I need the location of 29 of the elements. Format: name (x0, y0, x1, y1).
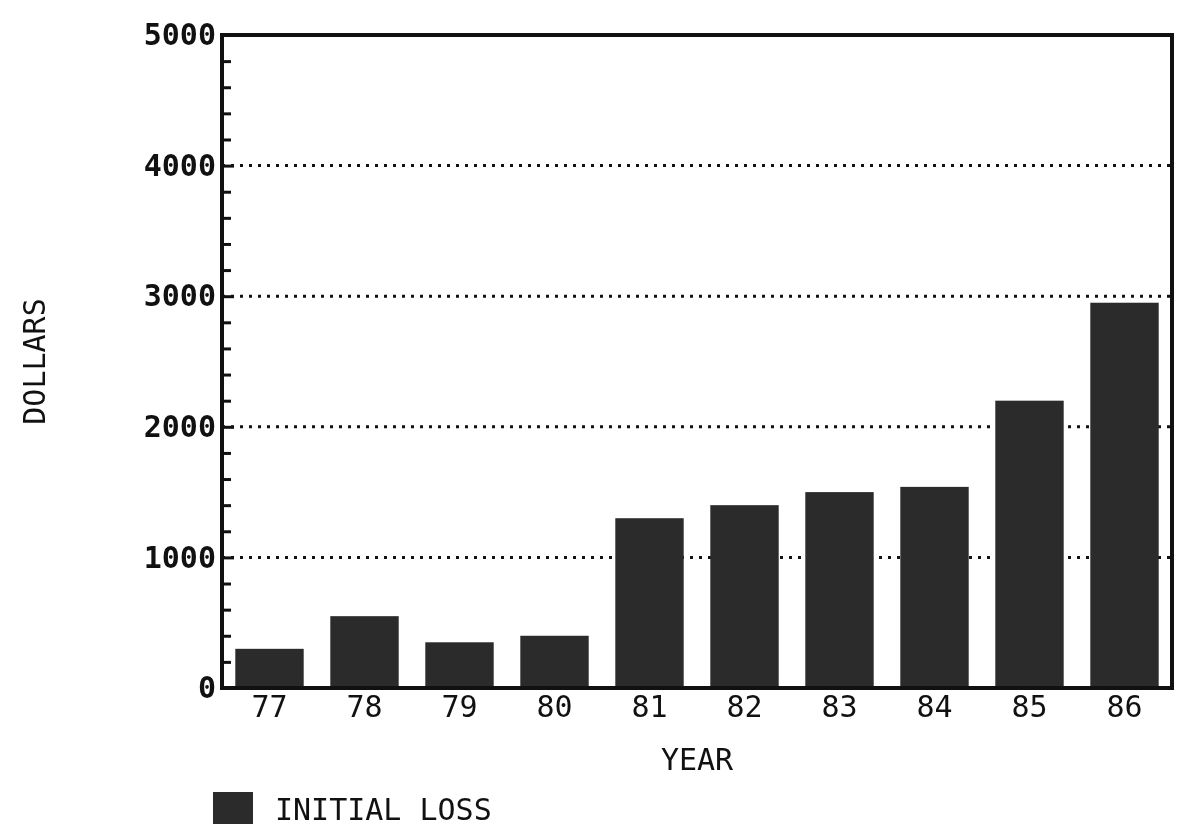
x-tick-label: 86 (1106, 689, 1143, 725)
bar (615, 518, 684, 688)
y-tick-label: 4000 (143, 147, 216, 183)
y-tick-label: 0 (197, 670, 216, 706)
bar (995, 400, 1064, 688)
bar (710, 505, 779, 688)
x-tick-label: 78 (346, 689, 383, 725)
x-tick-label: 85 (1011, 689, 1048, 725)
bar (805, 492, 874, 688)
bar (1090, 302, 1159, 688)
x-axis-title: YEAR (660, 742, 735, 777)
bar (235, 648, 304, 688)
x-tick-label: 84 (916, 689, 953, 725)
y-tick-label: 1000 (143, 539, 216, 575)
x-tick-label: 81 (631, 689, 668, 725)
x-tick-label: 82 (726, 689, 763, 725)
bar (520, 635, 589, 688)
x-tick-label: 83 (821, 689, 858, 725)
x-tick-label: 77 (251, 689, 288, 725)
x-tick-label: 80 (536, 689, 573, 725)
y-tick-label: 2000 (143, 408, 216, 444)
bar (330, 616, 399, 688)
y-tick-label: 3000 (143, 278, 216, 314)
y-axis-title: DOLLARS (17, 298, 52, 425)
bar (900, 486, 969, 688)
x-tick-label: 79 (441, 689, 478, 725)
y-tick-label: 5000 (143, 17, 216, 53)
bar (425, 642, 494, 688)
legend-label: INITIAL LOSS (275, 792, 492, 827)
